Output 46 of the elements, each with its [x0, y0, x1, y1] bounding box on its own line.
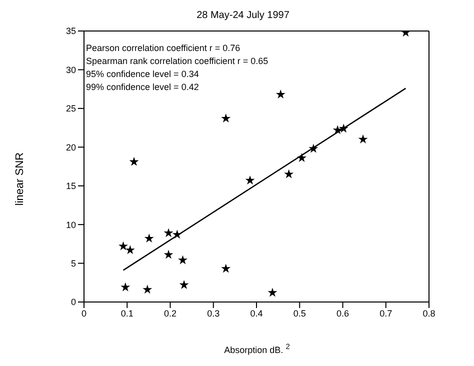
point	[172, 230, 182, 239]
x-tick-label: 0.8	[422, 308, 436, 318]
x-tick-label: 0.6	[336, 308, 350, 318]
x-tick-label: 0	[81, 308, 87, 318]
y-tick-label: 10	[66, 220, 76, 230]
y-tick-label: 25	[66, 104, 76, 114]
y-tick-label: 15	[66, 181, 76, 192]
y-tick-label: 5	[70, 258, 76, 268]
point	[221, 264, 231, 273]
point	[221, 114, 231, 123]
x-tick-label: 0.5	[293, 308, 306, 318]
point	[125, 245, 135, 254]
annotation: 99% confidence level = 0.42	[86, 81, 200, 94]
y-tick-label: 35	[66, 26, 76, 36]
point	[118, 241, 128, 250]
point	[245, 175, 255, 184]
point	[276, 89, 286, 99]
point	[178, 255, 188, 264]
point	[308, 144, 318, 153]
point	[297, 152, 307, 162]
annotation: Spearman rank correlation coefficient r = 0.65	[86, 55, 268, 68]
y-tick-label: 20	[66, 142, 76, 152]
annotation: Pearson correlation coefficient r = 0.76	[86, 42, 242, 55]
x-tick-label: 0.7	[380, 308, 392, 318]
point	[358, 134, 368, 144]
y-tick-label: 30	[66, 64, 76, 75]
y-axis-title: linear SNR	[14, 152, 26, 206]
annotation: 95% confidence level = 0.34	[86, 68, 200, 81]
point	[142, 284, 152, 294]
point	[268, 288, 278, 297]
point	[129, 156, 139, 166]
x-tick-label: 0.4	[250, 308, 263, 318]
point	[120, 282, 130, 292]
x-tick-label: 0.3	[207, 308, 220, 318]
point	[164, 228, 174, 238]
point	[179, 280, 189, 290]
x-tick-label: 0.2	[164, 308, 177, 318]
point	[144, 234, 154, 243]
point	[284, 169, 294, 178]
point	[164, 250, 174, 259]
y-tick-label: 0	[70, 297, 76, 308]
x-axis-title: Absorption dB. $^{2}$	[223, 342, 291, 355]
point	[338, 124, 348, 133]
chart-title: 28 May-24 July 1997	[196, 10, 290, 21]
x-tick-label: 0.1	[120, 308, 134, 318]
point	[332, 125, 342, 134]
